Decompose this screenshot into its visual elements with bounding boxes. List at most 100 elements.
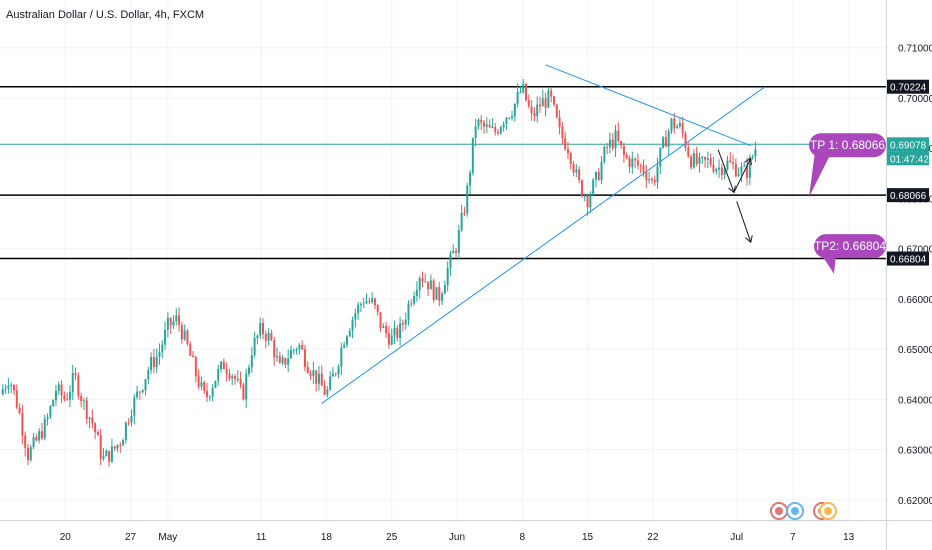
candle-body (262, 322, 265, 334)
candle-body (608, 139, 611, 148)
projection-arrows[interactable] (717, 149, 753, 244)
candle-body (127, 422, 130, 424)
candle-body (164, 329, 167, 345)
candle-body (362, 303, 365, 305)
candle-body (211, 387, 214, 397)
candle-body (645, 171, 648, 180)
candle-body (133, 397, 136, 417)
x-tick-label: 15 (582, 532, 594, 543)
candle-body (555, 104, 558, 118)
candle-body (754, 149, 757, 157)
candle-body (622, 145, 625, 155)
candle-body (477, 120, 480, 127)
x-tick-label: 25 (386, 532, 398, 543)
candle-body (192, 355, 195, 358)
candle-body (200, 382, 203, 387)
candle-body (726, 160, 729, 170)
candle-body (446, 267, 449, 285)
candle-body (751, 156, 754, 158)
candle-body (169, 317, 172, 326)
candle-body (220, 361, 223, 370)
candle-body (600, 161, 603, 180)
x-tick-label: 22 (647, 532, 659, 543)
chart-title: Australian Dollar / U.S. Dollar, 4h, FXC… (6, 9, 204, 21)
candle-body (71, 373, 74, 393)
candle-body (43, 418, 46, 439)
target-label-tail (809, 151, 831, 197)
arrow-shaft (736, 201, 752, 243)
price-tag-bg (887, 137, 929, 152)
candle-body (371, 298, 374, 303)
candle-body (267, 332, 270, 341)
candle-body (505, 117, 508, 124)
candle-body (357, 304, 360, 314)
candle-body (222, 361, 225, 370)
candle-body (435, 287, 438, 300)
trendlines[interactable] (321, 64, 766, 404)
price-tag-text: 0.66804 (890, 255, 927, 266)
candle-body (474, 126, 477, 138)
candle-body (732, 162, 735, 165)
candle-body (63, 395, 66, 400)
candle-body (228, 373, 231, 379)
candle-body (390, 335, 393, 345)
candle-body (122, 439, 125, 446)
candle-body (278, 355, 281, 363)
candle-body (561, 127, 564, 139)
candle-body (242, 384, 245, 400)
candle-body (326, 389, 329, 395)
arrow-head (745, 235, 753, 244)
candle-body (94, 423, 97, 433)
candle-body (670, 118, 673, 132)
candle-body (469, 172, 472, 186)
candle-body (203, 382, 206, 392)
candle-body (340, 347, 343, 367)
candle-body (723, 169, 726, 175)
y-tick-label: 0.62000 (898, 496, 932, 507)
event-icons[interactable] (770, 502, 837, 520)
candle-body (488, 124, 491, 128)
price-tag-bg (887, 188, 929, 203)
candle-body (550, 90, 553, 97)
target-labels[interactable]: TP 1: 0.68066 TP2: 0.66804 (809, 133, 886, 274)
candle-body (569, 153, 572, 164)
candle-body (513, 103, 516, 117)
x-tick-label: 20 (60, 532, 72, 543)
candle-body (52, 400, 55, 407)
candle-body (298, 344, 301, 350)
x-tick-label: 27 (125, 532, 137, 543)
candle-body (538, 104, 541, 107)
candle-body (152, 357, 155, 368)
candle-body (295, 349, 298, 351)
candle-body (704, 156, 707, 160)
candle-body (695, 153, 698, 164)
candle-body (589, 194, 592, 208)
candle-body (102, 456, 105, 459)
candle-body (15, 390, 18, 408)
candle-body (24, 435, 27, 448)
candle-body (681, 122, 684, 134)
x-tick-label: Jun (449, 532, 465, 543)
candle-body (709, 158, 712, 165)
candle-body (359, 304, 362, 306)
candle-body (410, 303, 413, 305)
candle-body (108, 450, 111, 462)
candle-body (158, 352, 161, 357)
candle-body (471, 137, 474, 173)
candle-body (572, 163, 575, 173)
price-tag-text: 0.70224 (890, 83, 927, 94)
candle-body (418, 278, 421, 291)
candle-body (54, 390, 57, 401)
target-label-bg (809, 133, 886, 158)
candle-body (466, 185, 469, 214)
candle-body (424, 281, 427, 283)
candle-body (334, 373, 337, 375)
candle-body (284, 357, 287, 365)
candle-body (634, 158, 637, 161)
candle-body (628, 158, 631, 168)
candle-body (88, 417, 91, 420)
candle-body (457, 230, 460, 253)
candle-body (729, 160, 732, 163)
candle-body (382, 326, 385, 328)
arrow-shaft (733, 158, 752, 193)
